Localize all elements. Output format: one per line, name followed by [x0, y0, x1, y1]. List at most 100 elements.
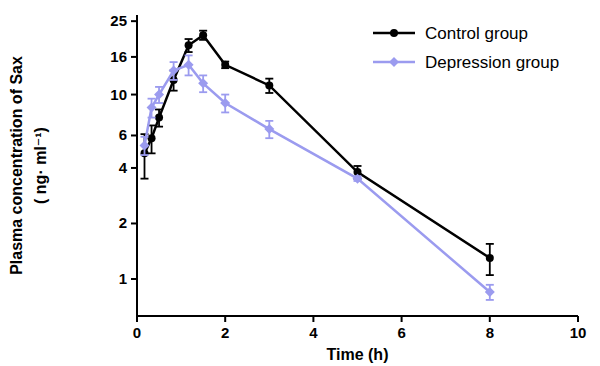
error-bar-cap	[185, 51, 193, 53]
error-bar	[185, 55, 193, 75]
error-bar-cap	[170, 90, 178, 92]
error-bar-cap	[148, 152, 156, 154]
error-bar	[140, 137, 148, 155]
error-bar	[148, 99, 156, 118]
x-tick-label: 10	[570, 324, 587, 341]
error-bar-cap	[199, 75, 207, 77]
error-bar-cap	[265, 120, 273, 122]
series	[139, 55, 494, 300]
error-bar-cap	[140, 154, 148, 156]
x-tick	[312, 316, 314, 322]
y-tick	[131, 167, 137, 169]
error-bar	[265, 79, 273, 93]
data-point	[199, 31, 207, 39]
y-tick-label: 6	[119, 126, 127, 143]
error-bar-cap	[170, 61, 178, 63]
y-axis-title: ( ng· ml⁻¹)	[32, 127, 49, 204]
error-bar	[170, 62, 178, 80]
x-tick-label: 4	[309, 324, 318, 341]
x-tick-label: 2	[221, 324, 229, 341]
error-bar-cap	[265, 137, 273, 139]
y-tick	[131, 222, 137, 224]
data-point	[485, 287, 495, 297]
x-axis-title: Time (h)	[327, 346, 389, 363]
data-point	[169, 66, 179, 76]
error-bar	[155, 109, 163, 126]
y-tick-label: 25	[110, 12, 127, 29]
legend: Control group Depression group	[373, 24, 559, 72]
x-tick	[577, 316, 579, 322]
data-point	[221, 61, 229, 69]
error-bar-cap	[140, 178, 148, 180]
y-axis-line	[136, 15, 138, 316]
error-bar-cap	[265, 92, 273, 94]
y-tick	[131, 94, 137, 96]
y-tick-label: 2	[119, 214, 127, 231]
y-tick-label: 1	[119, 270, 127, 287]
error-bar-cap	[148, 98, 156, 100]
data-point	[486, 254, 494, 262]
y-tick-label: 4	[119, 159, 128, 176]
data-point	[185, 41, 193, 49]
error-bar-cap	[199, 91, 207, 93]
x-tick	[224, 316, 226, 322]
error-bar	[265, 121, 273, 138]
chart: 02468101246101625Time (h)Plasma concentr…	[0, 0, 600, 366]
error-bar-cap	[486, 274, 494, 276]
error-bar-cap	[486, 284, 494, 286]
error-bar	[199, 75, 207, 92]
error-bar-cap	[185, 55, 193, 57]
legend-label: Depression group	[425, 53, 559, 72]
data-point	[139, 140, 149, 150]
data-point	[264, 124, 274, 134]
series-line	[144, 65, 489, 292]
x-tick	[401, 316, 403, 322]
data-point	[148, 134, 156, 142]
axes: 02468101246101625	[110, 12, 586, 341]
data-point	[147, 103, 157, 113]
data-point	[155, 114, 163, 122]
y-axis-title: Plasma concentration of Sax	[8, 56, 25, 275]
x-tick	[136, 316, 138, 322]
error-bar-cap	[354, 165, 362, 167]
error-bar-cap	[265, 78, 273, 80]
x-tick-label: 0	[133, 324, 141, 341]
legend-label: Control group	[425, 24, 528, 43]
y-tick	[131, 278, 137, 280]
data-point	[353, 174, 363, 184]
error-bar-cap	[185, 75, 193, 77]
error-bar-cap	[221, 94, 229, 96]
error-bar-cap	[140, 136, 148, 138]
y-tick	[131, 56, 137, 58]
error-bar-cap	[185, 38, 193, 40]
error-bar-cap	[486, 243, 494, 245]
error-bar	[148, 125, 156, 153]
error-bar	[185, 39, 193, 52]
y-tick	[131, 134, 137, 136]
data-point	[220, 98, 230, 108]
error-bar-cap	[170, 79, 178, 81]
x-axis-line	[137, 315, 578, 317]
y-tick	[131, 20, 137, 22]
data-point	[265, 81, 273, 89]
error-bar	[155, 87, 163, 103]
error-bar-cap	[155, 86, 163, 88]
data-point	[154, 90, 164, 100]
error-bar-cap	[148, 117, 156, 119]
x-tick-label: 6	[397, 324, 405, 341]
error-bar-cap	[155, 102, 163, 104]
error-bar-cap	[486, 299, 494, 301]
x-tick	[489, 316, 491, 322]
legend-marker	[389, 57, 399, 67]
error-bar	[486, 285, 494, 300]
data-point	[198, 78, 208, 88]
y-tick-label: 10	[110, 86, 127, 103]
error-bar-cap	[155, 126, 163, 128]
y-tick-label: 16	[110, 48, 127, 65]
error-bar-cap	[155, 109, 163, 111]
error-bar	[221, 62, 229, 69]
legend-marker	[390, 29, 398, 37]
data-point	[184, 60, 194, 70]
error-bar	[199, 31, 207, 40]
error-bar-cap	[199, 39, 207, 41]
